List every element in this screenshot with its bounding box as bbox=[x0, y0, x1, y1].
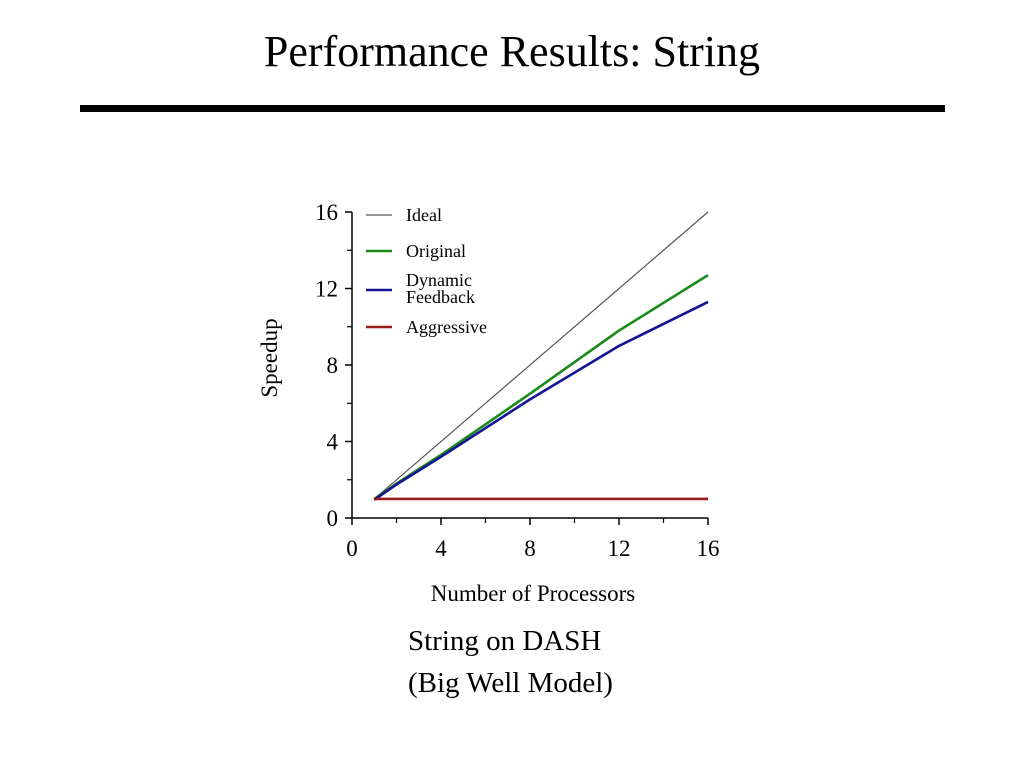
series-line-original bbox=[373, 273, 709, 500]
x-tick-label-16: 16 bbox=[697, 536, 720, 561]
title-divider bbox=[80, 105, 945, 112]
slide-title: Performance Results: String bbox=[263, 27, 761, 76]
y-tick-label-8: 8 bbox=[327, 353, 339, 378]
legend-label-dynamic-feedback-line-1: Dynamic bbox=[406, 270, 472, 290]
x-tick-label-12: 12 bbox=[608, 536, 631, 561]
y-tick-label-16: 16 bbox=[315, 200, 338, 225]
series-line-ideal bbox=[373, 211, 709, 500]
x-tick-label-8: 8 bbox=[524, 536, 536, 561]
caption-line-1: String on DASH bbox=[408, 625, 602, 657]
x-tick-label-4: 4 bbox=[435, 536, 447, 561]
legend-label-original: Original bbox=[406, 241, 466, 261]
y-axis-label: Speedup bbox=[257, 318, 282, 397]
x-tick-label-0: 0 bbox=[346, 536, 358, 561]
y-tick-label-12: 12 bbox=[315, 277, 338, 302]
series-line-dynamic-feedback bbox=[373, 300, 709, 501]
y-tick-label-0: 0 bbox=[327, 506, 339, 531]
legend-label-ideal: Ideal bbox=[406, 205, 442, 225]
legend-label-dynamic-feedback-line-2: Feedback bbox=[406, 287, 475, 307]
caption-line-2: (Big Well Model) bbox=[408, 667, 613, 699]
legend-label-aggressive: Aggressive bbox=[406, 317, 487, 337]
x-axis-label: Number of Processors bbox=[431, 581, 635, 606]
y-tick-label-4: 4 bbox=[327, 430, 339, 455]
